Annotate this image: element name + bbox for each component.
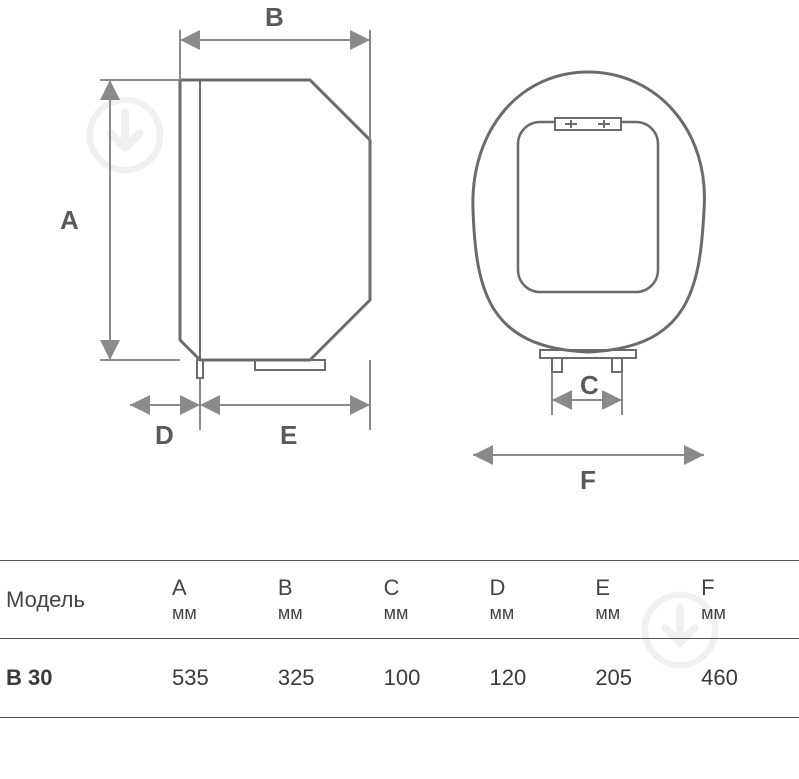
table-header-row: Модель Aмм Bмм Cмм Dмм Eмм Fмм — [0, 561, 799, 639]
col-d: Dмм — [481, 561, 587, 639]
table-row: B 30 535 325 100 120 205 460 — [0, 639, 799, 718]
cell-a: 535 — [164, 639, 270, 718]
side-view — [180, 80, 370, 378]
col-model: Модель — [0, 561, 164, 639]
label-f: F — [580, 465, 596, 496]
label-a: A — [60, 205, 79, 236]
label-b: B — [265, 2, 284, 33]
dimension-b — [180, 30, 370, 140]
cell-b: 325 — [270, 639, 376, 718]
spec-table: Модель Aмм Bмм Cмм Dмм Eмм Fмм B 30 535 … — [0, 560, 799, 718]
dimension-a — [100, 80, 180, 360]
col-a: Aмм — [164, 561, 270, 639]
col-f: Fмм — [693, 561, 799, 639]
col-e: Eмм — [587, 561, 693, 639]
front-view — [473, 72, 705, 372]
cell-e: 205 — [587, 639, 693, 718]
cell-f: 460 — [693, 639, 799, 718]
label-c: C — [580, 370, 599, 401]
technical-drawing — [0, 0, 799, 540]
label-d: D — [155, 420, 174, 451]
cell-d: 120 — [481, 639, 587, 718]
label-e: E — [280, 420, 297, 451]
col-c: Cмм — [376, 561, 482, 639]
cell-c: 100 — [376, 639, 482, 718]
col-b: Bмм — [270, 561, 376, 639]
cell-model: B 30 — [0, 639, 164, 718]
